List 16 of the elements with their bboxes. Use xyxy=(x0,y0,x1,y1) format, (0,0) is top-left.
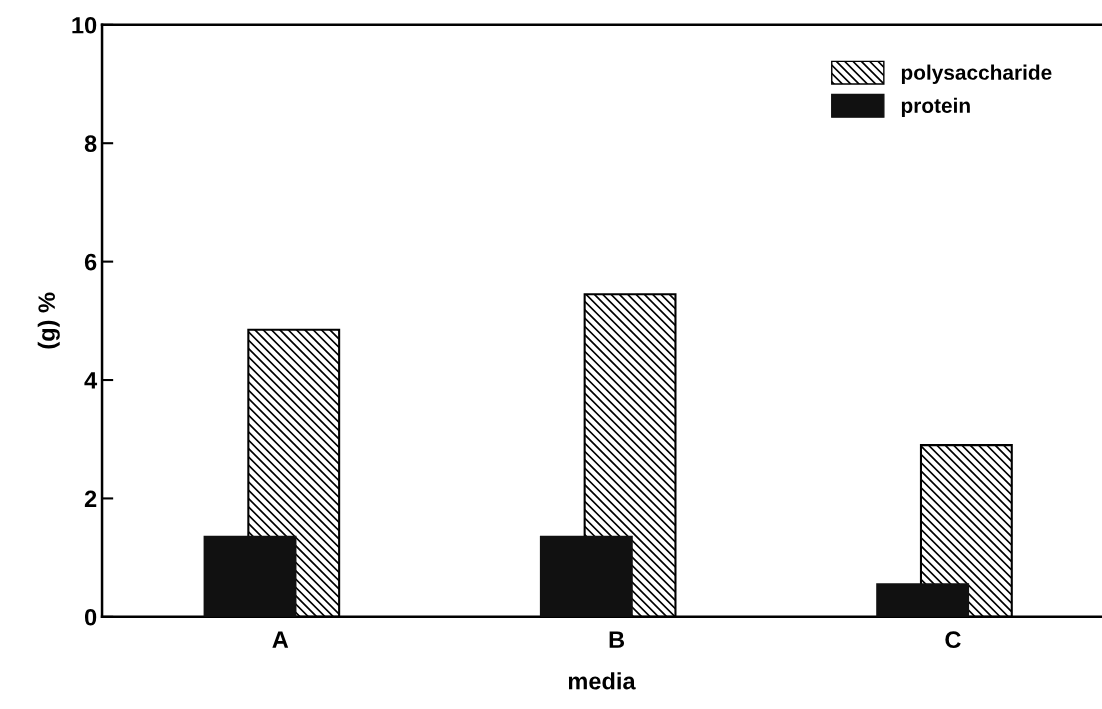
x-tick-label: B xyxy=(609,631,625,648)
x-axis-title: media xyxy=(568,672,636,690)
y-tick-label: 6 xyxy=(84,253,97,271)
y-tick-label: 10 xyxy=(72,16,97,34)
x-tick-label: C xyxy=(945,631,961,649)
bar xyxy=(539,535,633,617)
legend-label: protein xyxy=(901,97,970,118)
bar xyxy=(203,535,297,617)
legend-label: polysaccharide xyxy=(901,64,1052,84)
y-tick-label: 0 xyxy=(84,608,97,626)
y-axis-title: (g) % xyxy=(37,292,60,349)
y-tick-label: 8 xyxy=(84,135,97,153)
y-tick-label: 4 xyxy=(84,372,98,389)
y-tick-label: 2 xyxy=(84,490,97,507)
x-tick-label: A xyxy=(272,631,289,648)
bar xyxy=(876,583,970,617)
